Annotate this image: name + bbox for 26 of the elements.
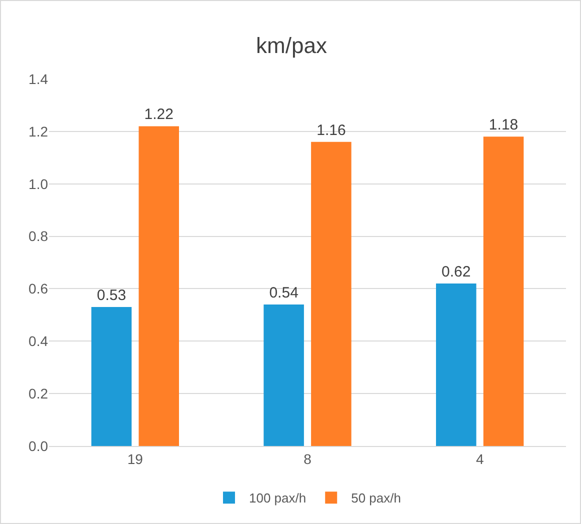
- bar: [483, 136, 524, 446]
- chart-title: km/pax: [256, 33, 327, 58]
- y-tick-label: 0.0: [28, 438, 48, 454]
- data-label: 1.22: [144, 106, 174, 124]
- y-tick-label: 1.4: [28, 70, 48, 87]
- bar: [311, 142, 352, 446]
- data-label: 1.18: [488, 116, 518, 134]
- y-tick-label: 0.4: [28, 333, 48, 350]
- data-label: 0.53: [96, 287, 126, 304]
- data-label: 1.16: [316, 122, 346, 139]
- y-tick-label: 0.2: [28, 385, 48, 402]
- y-tick-label: 1.0: [28, 176, 48, 192]
- legend-label: 50 pax/h: [351, 490, 401, 506]
- x-tick-label: 4: [476, 450, 484, 467]
- x-tick-label: 8: [304, 450, 312, 467]
- legend-label: 100 pax/h: [249, 490, 306, 506]
- data-label: 0.62: [442, 263, 471, 280]
- data-label: 0.54: [269, 284, 298, 302]
- bar: [264, 304, 304, 446]
- y-tick-label: 0.8: [28, 228, 48, 244]
- y-tick-label: 1.2: [28, 123, 48, 140]
- x-tick-label: 19: [127, 450, 144, 467]
- bar: [436, 283, 476, 446]
- bar: [91, 307, 132, 446]
- y-tick-label: 0.6: [28, 280, 48, 297]
- bar: [138, 126, 179, 446]
